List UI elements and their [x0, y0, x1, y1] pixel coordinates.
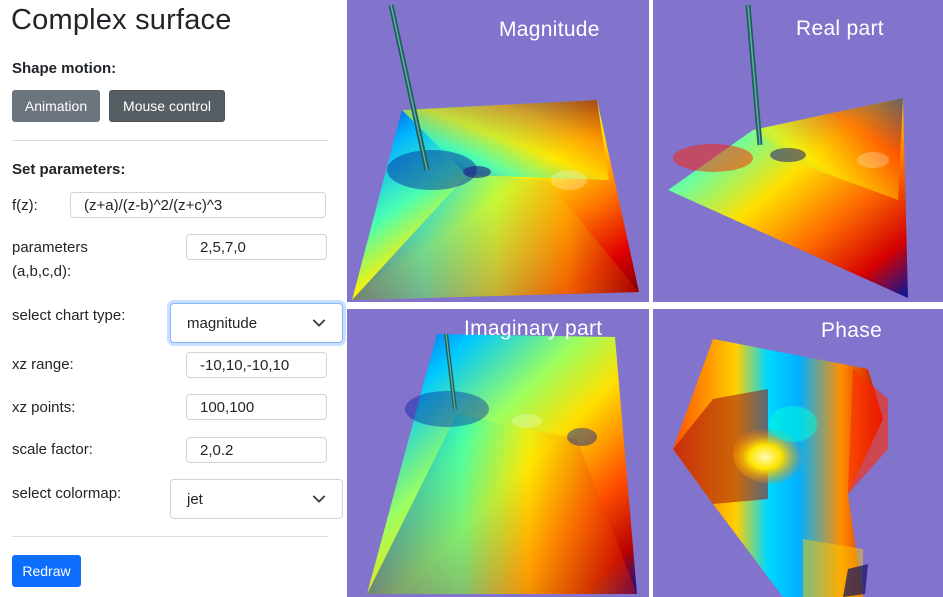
- parameters-input[interactable]: 2,5,7,0: [186, 234, 327, 260]
- xz-range-input[interactable]: -10,10,-10,10: [186, 352, 327, 378]
- xz-range-label: xz range:: [12, 356, 74, 373]
- control-panel: Complex surface Shape motion: Animation …: [0, 0, 343, 597]
- phase-plot[interactable]: Phase: [653, 309, 943, 597]
- xz-points-label: xz points:: [12, 399, 76, 416]
- colormap-label: select colormap:: [12, 485, 122, 502]
- magnitude-plot[interactable]: Magnitude: [347, 0, 649, 302]
- scale-factor-label: scale factor:: [12, 441, 93, 458]
- divider: [12, 536, 328, 537]
- magnitude-title: Magnitude: [499, 18, 600, 41]
- fz-label: f(z):: [12, 197, 38, 214]
- chart-type-label: select chart type:: [12, 307, 126, 324]
- chart-type-select[interactable]: magnitude: [170, 303, 343, 343]
- animation-button[interactable]: Animation: [12, 90, 100, 122]
- real-part-plot[interactable]: Real part: [653, 0, 943, 302]
- magnitude-surface: [347, 0, 649, 302]
- parameters-label: parameters (a,b,c,d):: [12, 236, 88, 284]
- imaginary-part-surface: [347, 309, 649, 597]
- scale-factor-input[interactable]: 2,0.2: [186, 437, 327, 463]
- parameters-label-line2: (a,b,c,d):: [12, 263, 72, 280]
- imaginary-part-plot[interactable]: Imaginary part: [347, 309, 649, 597]
- colormap-select[interactable]: jet: [170, 479, 343, 519]
- chevron-down-icon: [312, 495, 326, 503]
- chevron-down-icon: [312, 319, 326, 327]
- phase-surface: [653, 309, 943, 597]
- redraw-button[interactable]: Redraw: [12, 555, 81, 587]
- chart-type-value: magnitude: [187, 314, 258, 332]
- shape-motion-heading: Shape motion:: [12, 60, 117, 77]
- colormap-value: jet: [187, 490, 203, 508]
- mouse-control-button[interactable]: Mouse control: [109, 90, 225, 122]
- set-parameters-heading: Set parameters:: [12, 161, 126, 178]
- parameters-label-line1: parameters: [12, 239, 88, 256]
- imaginary-part-title: Imaginary part: [464, 317, 603, 340]
- divider: [12, 140, 328, 141]
- phase-title: Phase: [821, 319, 883, 342]
- xz-points-input[interactable]: 100,100: [186, 394, 327, 420]
- real-part-surface: [653, 0, 943, 302]
- page-title: Complex surface: [11, 4, 232, 36]
- real-part-title: Real part: [796, 17, 884, 40]
- fz-input[interactable]: (z+a)/(z-b)^2/(z+c)^3: [70, 192, 326, 218]
